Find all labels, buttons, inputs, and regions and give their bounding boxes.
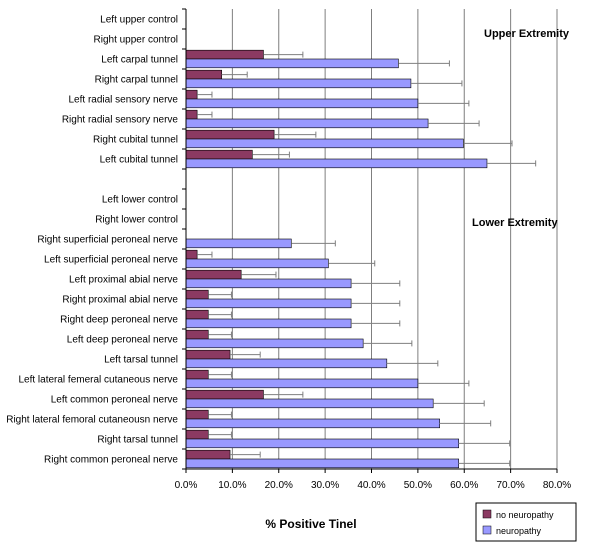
bar-neuropathy (185, 238, 292, 249)
category-label: Left carpal tunnel (101, 55, 178, 66)
bars (185, 49, 488, 469)
category-label: Right tarsal tunnel (97, 435, 178, 446)
x-tick-label: 80.0% (543, 480, 571, 491)
category-label: Left radial sensory nerve (68, 95, 178, 106)
bar-no-neuropathy (185, 329, 209, 340)
legend-label-neuropathy: neuropathy (496, 526, 542, 536)
bar-no-neuropathy (185, 429, 209, 440)
legend-swatch-neuropathy (482, 525, 492, 535)
category-label: Right carpal tunnel (95, 75, 178, 86)
bar-no-neuropathy (185, 389, 264, 400)
x-tick-labels: 0.0% 10.0% 20.0% 30.0% 40.0% 50.0% 60.0% 70.0% 8… (175, 480, 572, 491)
bar-no-neuropathy (185, 249, 198, 260)
category-label: Right common peroneal nerve (44, 455, 178, 466)
bar-neuropathy (185, 418, 440, 429)
x-tick-label: 70.0% (496, 480, 524, 491)
annotation-lower-extremity: Lower Extremity (472, 217, 558, 229)
x-tick-label: 60.0% (450, 480, 478, 491)
category-labels: Left upper control Right upper control Lef… (6, 15, 178, 466)
x-tick-label: 40.0% (357, 480, 385, 491)
legend-swatch-no-neuropathy (482, 509, 492, 519)
legend-box (475, 502, 577, 542)
bar-neuropathy (185, 258, 329, 269)
bar-no-neuropathy (185, 89, 198, 100)
x-tick-label: 50.0% (404, 480, 432, 491)
bar-neuropathy (185, 58, 399, 69)
category-label: Left tarsal tunnel (104, 355, 178, 366)
category-label: Right lateral femoral cutaneousn nerve (6, 415, 178, 426)
bar-neuropathy (185, 438, 459, 449)
category-label: Right proximal abial nerve (62, 295, 178, 306)
bar-no-neuropathy (185, 109, 198, 120)
category-label: Left lateral femeral cutaneous nerve (18, 375, 178, 386)
category-label: Right deep peroneal nerve (60, 315, 178, 326)
category-label: Right lower control (95, 215, 178, 226)
bar-neuropathy (185, 338, 364, 349)
category-label: Right superficial peroneal nerve (37, 235, 178, 246)
x-tick-label: 30.0% (311, 480, 339, 491)
bar-no-neuropathy (185, 289, 209, 300)
bar-no-neuropathy (185, 309, 209, 320)
axes (182, 8, 558, 473)
bar-neuropathy (185, 358, 388, 369)
bar-neuropathy (185, 98, 419, 109)
category-label: Left cubital tunnel (100, 155, 178, 166)
bar-neuropathy (185, 378, 419, 389)
bar-neuropathy (185, 398, 434, 409)
bar-neuropathy (185, 118, 429, 129)
bar-neuropathy (185, 298, 352, 309)
x-tick-label: 0.0% (175, 480, 198, 491)
bar-neuropathy (185, 78, 412, 89)
bar-no-neuropathy (185, 69, 223, 80)
category-label: Left lower control (102, 195, 178, 206)
bar-neuropathy (185, 458, 459, 469)
x-axis-label: % Positive Tinel (265, 517, 356, 531)
bar-no-neuropathy (185, 49, 264, 60)
annotation-upper-extremity: Upper Extremity (484, 28, 570, 40)
bar-neuropathy (185, 278, 352, 289)
bar-neuropathy (185, 158, 488, 169)
x-tick-label: 20.0% (265, 480, 293, 491)
bar-neuropathy (185, 138, 464, 149)
bar-no-neuropathy (185, 149, 253, 160)
legend: no neuropathy neuropathy (475, 502, 577, 542)
category-label: Left deep peroneal nerve (67, 335, 179, 346)
category-label: Right cubital tunnel (93, 135, 178, 146)
bar-no-neuropathy (185, 129, 275, 140)
bar-no-neuropathy (185, 269, 242, 280)
bar-no-neuropathy (185, 349, 231, 360)
category-label: Left common peroneal nerve (51, 395, 179, 406)
bar-neuropathy (185, 318, 352, 329)
bar-no-neuropathy (185, 449, 231, 460)
error-bars (197, 51, 537, 467)
category-label: Left superficial peroneal nerve (44, 255, 178, 266)
x-tick-label: 10.0% (218, 480, 246, 491)
legend-label-no-neuropathy: no neuropathy (496, 510, 554, 520)
bar-no-neuropathy (185, 369, 209, 380)
category-label: Left upper control (100, 15, 178, 26)
category-label: Right upper control (94, 35, 179, 46)
category-label: Left proximal abial nerve (69, 275, 178, 286)
bar-no-neuropathy (185, 409, 209, 420)
category-label: Right radial sensory nerve (62, 115, 179, 126)
